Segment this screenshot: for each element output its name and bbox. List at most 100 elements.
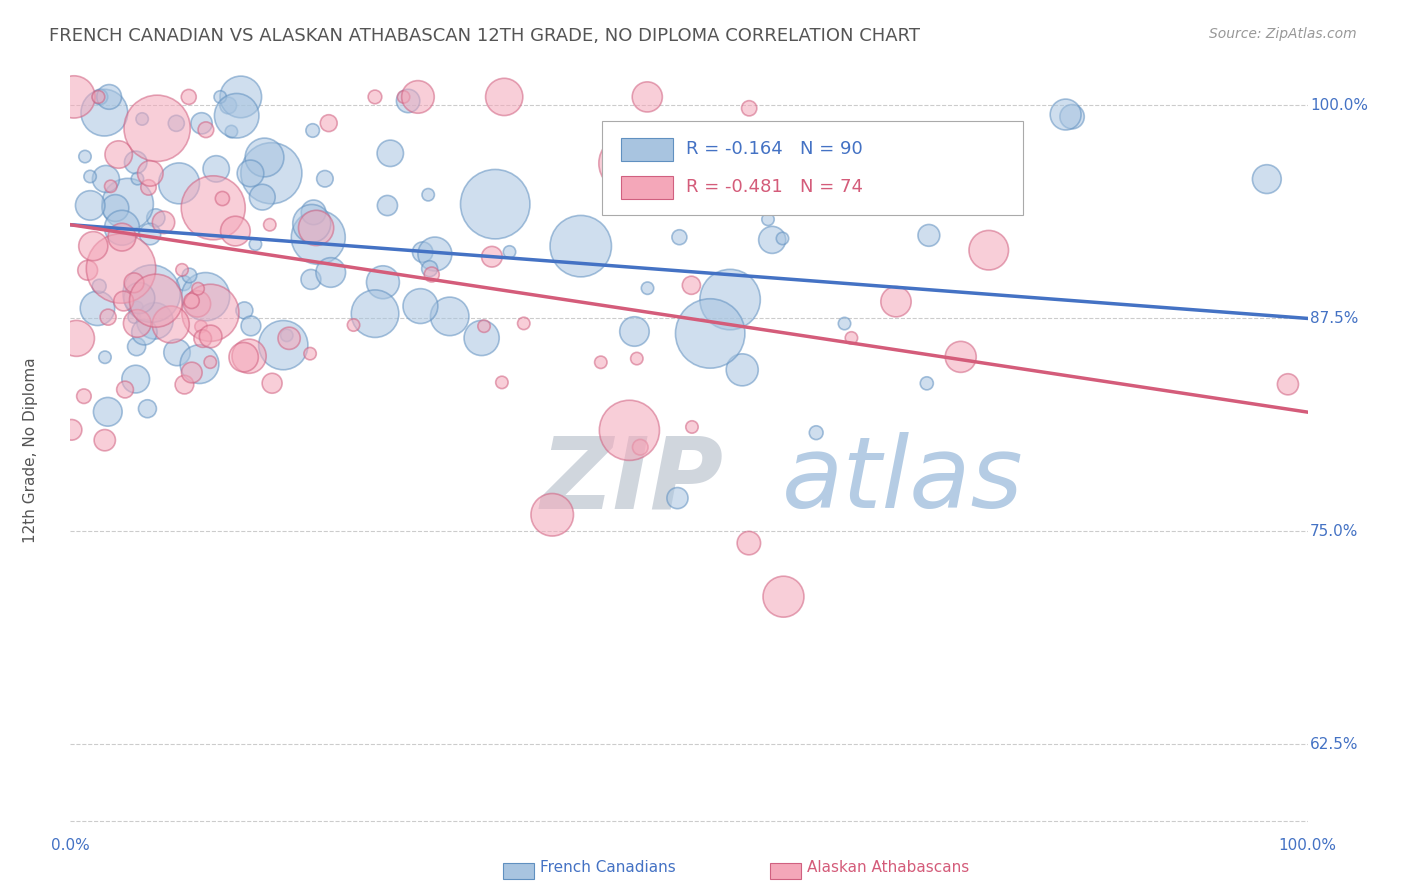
Text: FRENCH CANADIAN VS ALASKAN ATHABASCAN 12TH GRADE, NO DIPLOMA CORRELATION CHART: FRENCH CANADIAN VS ALASKAN ATHABASCAN 12… <box>49 27 920 45</box>
Point <box>949 350 972 364</box>
Text: French Canadians: French Canadians <box>540 860 676 874</box>
Point <box>127 171 149 186</box>
Point <box>152 215 174 229</box>
Point <box>117 197 139 211</box>
Point <box>498 244 520 259</box>
Point <box>112 294 135 309</box>
Point <box>377 198 399 212</box>
Point <box>439 310 461 324</box>
Point <box>225 109 247 123</box>
Point <box>94 350 117 364</box>
Point <box>73 389 96 403</box>
Text: 75.0%: 75.0% <box>1310 524 1358 539</box>
Point <box>637 281 659 295</box>
Point <box>125 372 148 386</box>
Point <box>202 201 225 215</box>
Point <box>371 275 394 289</box>
Point <box>253 151 276 165</box>
Point <box>364 307 387 321</box>
Point <box>200 329 222 343</box>
Point <box>209 90 232 104</box>
Point <box>194 290 217 304</box>
Point <box>423 247 446 261</box>
Point <box>229 90 252 104</box>
Point <box>738 101 761 115</box>
Point <box>233 303 256 318</box>
Text: 100.0%: 100.0% <box>1278 838 1337 853</box>
Point <box>494 90 516 104</box>
Point <box>589 355 612 369</box>
Point <box>111 230 134 244</box>
Point <box>472 319 495 334</box>
Point <box>1277 377 1299 392</box>
Point <box>491 376 513 390</box>
Point <box>232 350 254 364</box>
Point <box>79 198 101 212</box>
Point <box>636 90 658 104</box>
Point <box>138 180 160 194</box>
Bar <box>621 176 673 199</box>
Point <box>143 314 166 328</box>
Point <box>731 363 754 377</box>
Point <box>127 317 149 331</box>
Point <box>177 90 200 104</box>
Point <box>145 211 167 225</box>
Point <box>239 166 262 180</box>
Point <box>111 220 134 235</box>
Point <box>87 90 110 104</box>
Point <box>76 263 98 277</box>
Point <box>1062 110 1084 124</box>
Point <box>224 224 246 238</box>
Point <box>409 299 432 313</box>
Text: 62.5%: 62.5% <box>1310 737 1358 752</box>
Point <box>94 433 117 447</box>
Point <box>342 318 364 332</box>
Point <box>307 230 329 244</box>
Point <box>977 243 1000 257</box>
Point <box>139 166 162 180</box>
Point <box>806 425 828 440</box>
Point <box>187 282 209 296</box>
Point <box>392 90 415 104</box>
Point <box>718 293 741 307</box>
Point <box>541 508 564 522</box>
Point <box>107 147 129 161</box>
Point <box>301 123 323 137</box>
Point <box>122 310 145 324</box>
Point <box>94 172 117 186</box>
Point <box>364 90 387 104</box>
Point <box>302 205 325 219</box>
Text: Alaskan Athabascans: Alaskan Athabascans <box>807 860 969 874</box>
Point <box>170 263 193 277</box>
Point <box>200 355 222 369</box>
Point <box>245 237 267 252</box>
Point <box>60 423 83 437</box>
Point <box>173 276 195 290</box>
Point <box>173 377 195 392</box>
Point <box>756 212 779 227</box>
Point <box>668 230 690 244</box>
Point <box>98 90 121 104</box>
Text: 0.0%: 0.0% <box>51 838 90 853</box>
Point <box>918 228 941 243</box>
Point <box>179 268 201 283</box>
Point <box>884 294 907 309</box>
Point <box>619 423 641 437</box>
Point <box>666 491 689 505</box>
Point <box>89 279 111 293</box>
Point <box>380 146 402 161</box>
Point <box>252 190 274 204</box>
Point <box>125 155 148 169</box>
Point <box>93 105 115 120</box>
Point <box>122 276 145 290</box>
Point <box>180 366 202 380</box>
Point <box>623 325 645 339</box>
Point <box>616 156 638 170</box>
Point <box>314 171 336 186</box>
Point <box>205 161 228 176</box>
Point <box>418 187 440 202</box>
Point <box>915 376 938 391</box>
Point <box>276 328 298 343</box>
Text: 12th Grade, No Diploma: 12th Grade, No Diploma <box>24 358 38 543</box>
Point <box>319 265 342 279</box>
